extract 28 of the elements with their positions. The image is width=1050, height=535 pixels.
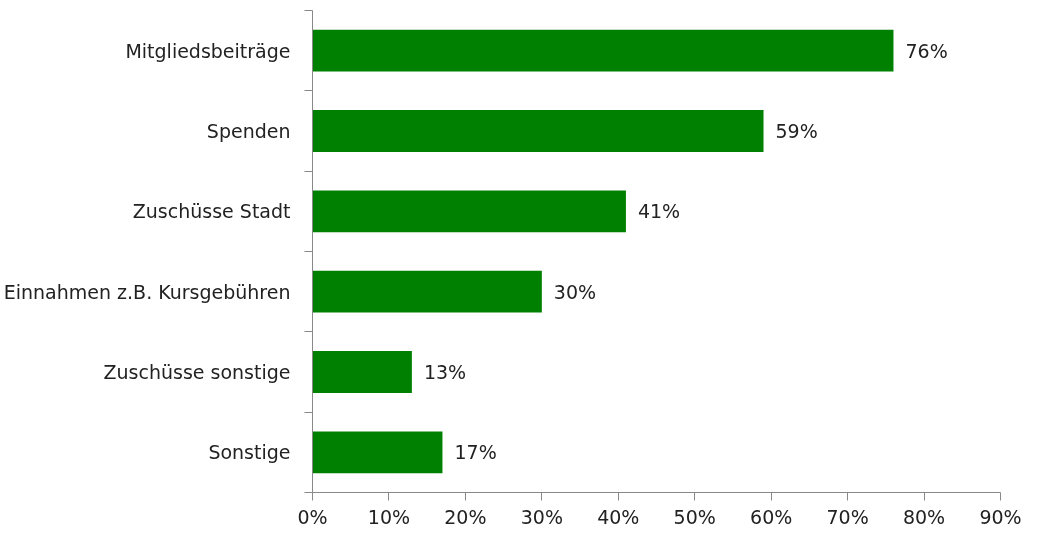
x-tick-label: 50% — [673, 505, 716, 528]
bar — [312, 190, 626, 233]
y-tick-label: Sonstige — [208, 441, 291, 464]
x-tick-label: 30% — [520, 505, 563, 528]
y-tick-label: Zuschüsse sonstige — [103, 361, 291, 383]
x-tick-label: 40% — [597, 505, 640, 528]
data-label: 76% — [905, 39, 948, 62]
bar — [312, 351, 412, 393]
bar — [312, 270, 542, 313]
y-tick-label: Mitgliedsbeiträge — [125, 39, 291, 62]
data-label: 59% — [775, 120, 818, 142]
bar — [312, 29, 894, 72]
x-tick-label: 0% — [297, 505, 328, 528]
x-tick-label: 20% — [444, 505, 487, 528]
x-tick-label: 60% — [750, 505, 793, 528]
x-tick-label: 70% — [826, 505, 869, 528]
y-tick-label: Spenden — [206, 120, 291, 142]
data-label: 13% — [423, 361, 467, 383]
data-label: 41% — [637, 200, 681, 223]
bar — [312, 431, 443, 474]
data-label: 30% — [553, 280, 597, 303]
x-tick-label: 90% — [979, 505, 1022, 528]
data-label: 17% — [454, 441, 497, 464]
x-tick-label: 10% — [367, 505, 411, 528]
y-tick-label: Zuschüsse Stadt — [132, 200, 291, 223]
y-tick-label: Einnahmen z.B. Kursgebühren — [3, 280, 291, 303]
x-tick-label: 80% — [902, 505, 946, 528]
bar — [312, 110, 764, 152]
